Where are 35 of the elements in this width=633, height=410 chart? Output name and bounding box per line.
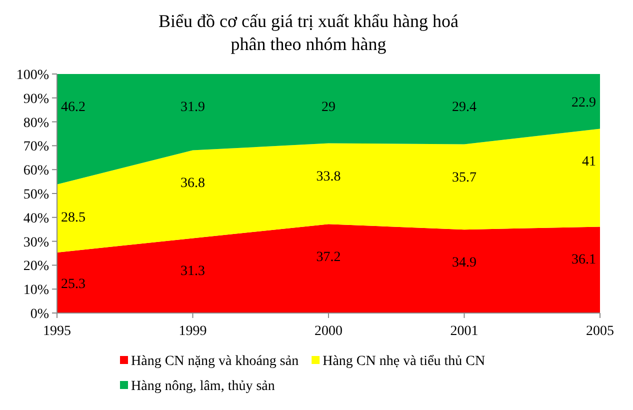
y-tick-label: 50%: [23, 188, 50, 202]
data-label: 31.3: [180, 264, 205, 280]
data-label: 34.9: [452, 256, 476, 271]
y-tick-label: 90%: [23, 92, 50, 107]
y-tick-label: 60%: [23, 164, 50, 179]
y-tick-label: 20%: [23, 259, 50, 274]
data-label: 36.1: [572, 252, 596, 268]
y-tick-label: 0%: [30, 307, 50, 322]
y-tick-label: 80%: [23, 116, 50, 131]
data-label: 29: [322, 100, 336, 115]
y-tick-label: 10%: [23, 283, 50, 298]
data-label: 31.9: [180, 100, 205, 115]
legend-label: Hàng CN nặng và khoáng sản: [131, 354, 299, 369]
x-tick-label: 1995: [43, 324, 71, 339]
data-label: 46.2: [61, 100, 86, 115]
data-label: 25.3: [61, 276, 86, 292]
data-label: 36.8: [180, 176, 205, 192]
data-label: 35.7: [452, 170, 476, 186]
data-label: 37.2: [316, 250, 341, 266]
x-tick-label: 2001: [450, 324, 478, 339]
data-label: 22.9: [572, 95, 596, 110]
data-label: 33.8: [316, 169, 341, 184]
y-tick-label: 40%: [23, 211, 50, 226]
x-tick-label: 2000: [314, 324, 342, 339]
x-tick-label: 2005: [586, 324, 614, 339]
data-label: 28.5: [61, 210, 86, 226]
y-tick-label: 100%: [16, 68, 50, 83]
y-tick-label: 30%: [23, 235, 50, 250]
legend-label: Hàng nông, lâm, thủy sản: [131, 379, 275, 394]
y-tick-label: 70%: [23, 140, 50, 155]
legend-label: Hàng CN nhẹ và tiểu thủ CN: [322, 354, 486, 369]
data-label: 29.4: [452, 100, 476, 115]
x-tick-label: 1999: [178, 324, 207, 339]
data-label: 41: [582, 154, 596, 170]
chart-title: Biểu đồ cơ cấu giá trị xuất khẩu hàng hoá phân theo nhóm hàng: [158, 11, 458, 54]
